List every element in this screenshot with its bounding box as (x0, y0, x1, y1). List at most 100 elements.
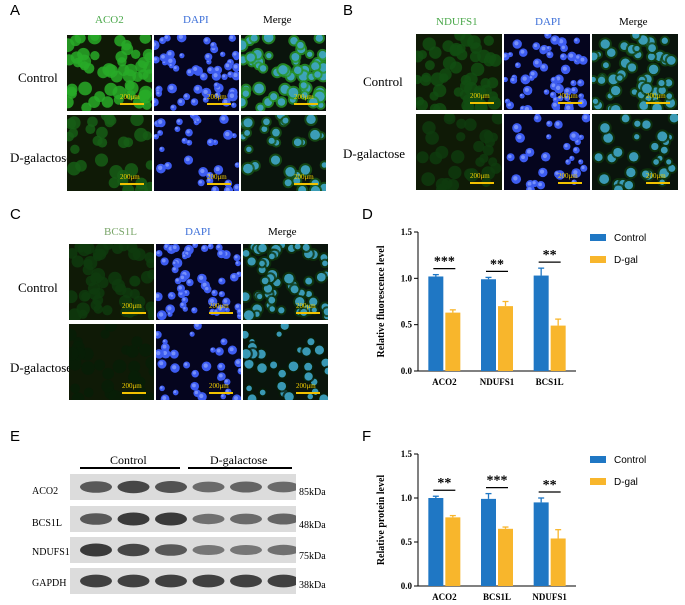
blot-band (230, 544, 262, 556)
blot-band (230, 481, 262, 493)
bar-d-gal-ndufs1 (550, 538, 566, 586)
scale-bar-label: 200μm (646, 92, 666, 100)
blot-band (117, 480, 150, 494)
micrograph-a-r2-c3: 200μm (241, 115, 326, 191)
blot-band (230, 513, 262, 525)
scale-bar (120, 103, 144, 105)
panel-b-row-label-2: D-galactose (343, 146, 406, 161)
significance-label: ** (543, 248, 557, 263)
scale-bar (558, 102, 582, 104)
significance-label: ** (437, 476, 451, 491)
scale-bar (294, 103, 318, 105)
scale-bar-label: 200μm (296, 302, 316, 310)
micrograph-b-r2-c1: 200μm (416, 114, 502, 190)
blot-kda-ndufs1: 75kDa (299, 551, 326, 562)
bar-d-gal-bcs1l (498, 528, 513, 586)
significance-label: *** (487, 474, 508, 489)
y-tick-label: 0.0 (401, 366, 413, 376)
panel-b-col-label-2: DAPI (535, 16, 561, 28)
blot-band (192, 544, 225, 556)
panel-a-image-grid: 200μm 200μm 200μm 200μm 200μm 200μm (67, 35, 327, 193)
scale-bar-label: 200μm (207, 173, 227, 181)
scale-bar-label: 200μm (558, 172, 578, 180)
blot-kda-gapdh: 38kDa (299, 580, 326, 591)
y-tick-label: 1.0 (401, 493, 413, 503)
panel-c-col-label-3: Merge (268, 226, 297, 238)
micrograph-b-r1-c2: 200μm (504, 34, 590, 110)
panel-c-col-label-2: DAPI (185, 226, 211, 238)
legend-label: Control (614, 233, 646, 244)
scale-bar-label: 200μm (209, 382, 229, 390)
x-tick-label: ACO2 (432, 592, 457, 602)
scale-bar (470, 102, 494, 104)
micrograph-c-r1-c2: 200μm (156, 244, 241, 320)
x-tick-label: NDUFS1 (532, 592, 567, 602)
scale-bar-label: 200μm (207, 93, 227, 101)
blot-band (117, 574, 150, 588)
blot-label-bcs1l: BCS1L (32, 518, 63, 529)
bar-control-ndufs1 (481, 279, 496, 371)
blot-band (267, 574, 296, 588)
x-tick-label: ACO2 (432, 377, 457, 387)
scale-bar (646, 102, 670, 104)
blot-group-label-control: Control (110, 453, 147, 467)
scale-bar (296, 392, 320, 394)
micrograph-a-r1-c3: 200μm (241, 35, 326, 111)
scale-bar (207, 103, 231, 105)
bar-d-gal-aco2 (445, 312, 461, 371)
scale-bar-label: 200μm (470, 172, 490, 180)
bar-d-gal-bcs1l (550, 325, 566, 371)
panel-a-row-label-1: Control (18, 70, 58, 85)
panel-c-image-grid: 200μm 200μm 200μm 200μm 200μm 200μm (69, 244, 328, 402)
micrograph-a-r1-c2: 200μm (154, 35, 239, 111)
bar-control-ndufs1 (533, 502, 549, 586)
blot-group-bar-dgal (188, 467, 292, 469)
scale-bar (209, 392, 233, 394)
x-tick-label: NDUFS1 (480, 377, 515, 387)
panel-d-bar-chart: Relative fluorescence level 0.0 0.5 1.0 1.5 *… (376, 227, 646, 387)
significance-label: *** (434, 255, 455, 270)
panel-b-image-grid: 200μm 200μm 200μm 200μm 200μm 200μm (416, 34, 678, 192)
blot-band (192, 513, 225, 525)
bar-control-bcs1l (481, 498, 496, 586)
blot-kda-bcs1l: 48kDa (299, 520, 326, 531)
scale-bar-label: 200μm (294, 173, 314, 181)
blot-band (267, 481, 296, 493)
bar-control-aco2 (428, 276, 444, 371)
panel-a-col-label-1: ACO2 (95, 14, 124, 26)
blot-band (117, 512, 150, 526)
blot-band (155, 512, 187, 526)
blot-label-ndufs1: NDUFS1 (32, 547, 70, 558)
micrograph-a-r1-c1: 200μm (67, 35, 152, 111)
scale-bar (646, 182, 670, 184)
scale-bar (294, 183, 318, 185)
panel-b-col-label-1: NDUFS1 (436, 16, 478, 28)
legend-label: D-gal (614, 255, 638, 266)
panel-a-row-label-2: D-galactose (10, 150, 73, 165)
bar-control-bcs1l (533, 275, 549, 371)
panel-b-row-label-1: Control (363, 74, 403, 89)
blot-group-label-dgal: D-galactose (210, 453, 268, 467)
micrograph-b-r2-c2: 200μm (504, 114, 590, 190)
scale-bar-label: 200μm (122, 382, 142, 390)
micrograph-c-r1-c1: 200μm (69, 244, 154, 320)
scale-bar (207, 183, 231, 185)
panel-letter-b: B (343, 2, 354, 19)
blot-band (192, 481, 225, 493)
legend-label: D-gal (614, 477, 638, 488)
micrograph-b-r1-c3: 200μm (592, 34, 678, 110)
scale-bar-label: 200μm (294, 93, 314, 101)
legend-swatch (590, 234, 606, 241)
blot-label-gapdh: GAPDH (32, 578, 67, 589)
y-tick-label: 0.5 (401, 320, 413, 330)
blot-group-bar-control (80, 467, 180, 469)
scale-bar (209, 312, 233, 314)
micrograph-a-r2-c1: 200μm (67, 115, 152, 191)
micrograph-a-r2-c2: 200μm (154, 115, 239, 191)
blot-label-aco2: ACO2 (32, 486, 59, 497)
micrograph-c-r1-c3: 200μm (243, 244, 328, 320)
micrograph-b-r2-c3: 200μm (592, 114, 678, 190)
bar-d-gal-aco2 (445, 517, 461, 586)
legend-swatch (590, 478, 606, 485)
blot-band (80, 543, 112, 557)
